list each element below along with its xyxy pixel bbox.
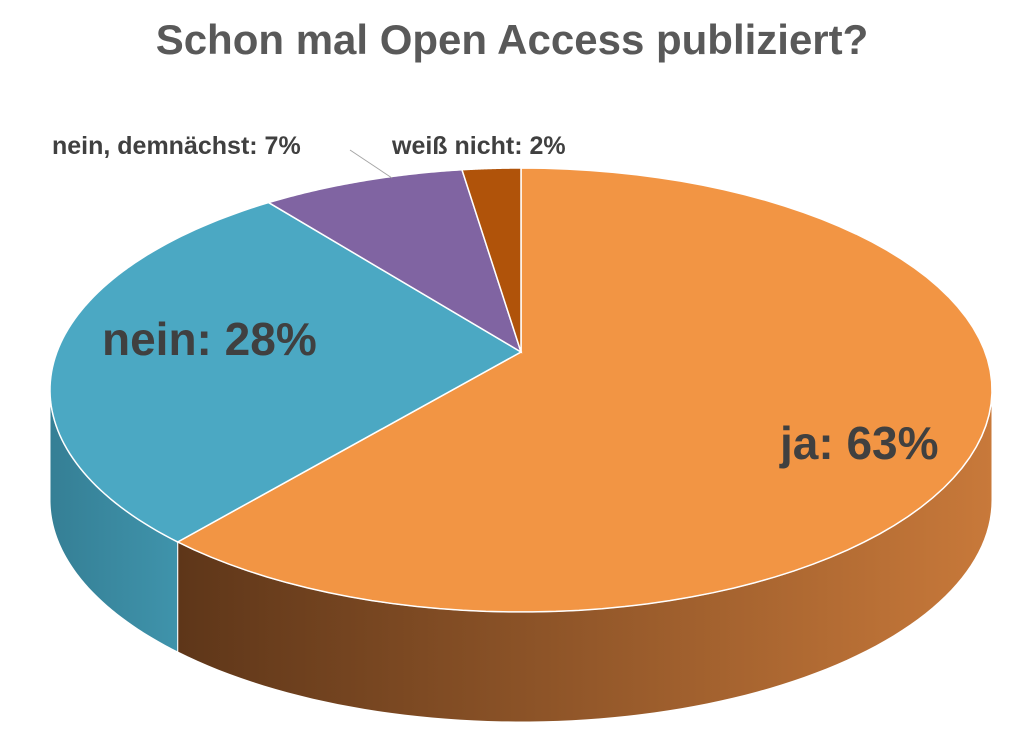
pie-slice-nein--demn-chst (266, 168, 523, 354)
slice-label-nein: nein: 28% (102, 313, 317, 365)
leader-line (349, 149, 393, 179)
slice-label-weiss-nicht: weiß nicht: 2% (392, 132, 566, 160)
slice-label-nein-demnaechst: nein, demnächst: 7% (52, 132, 301, 160)
pie-slice-wei--nicht (460, 167, 522, 353)
slice-label-ja: ja: 63% (780, 417, 939, 469)
pie-slice-nein (49, 201, 523, 543)
chart-title: Schon mal Open Access publiziert? (155, 16, 869, 63)
pie-slice-ja (176, 167, 993, 613)
